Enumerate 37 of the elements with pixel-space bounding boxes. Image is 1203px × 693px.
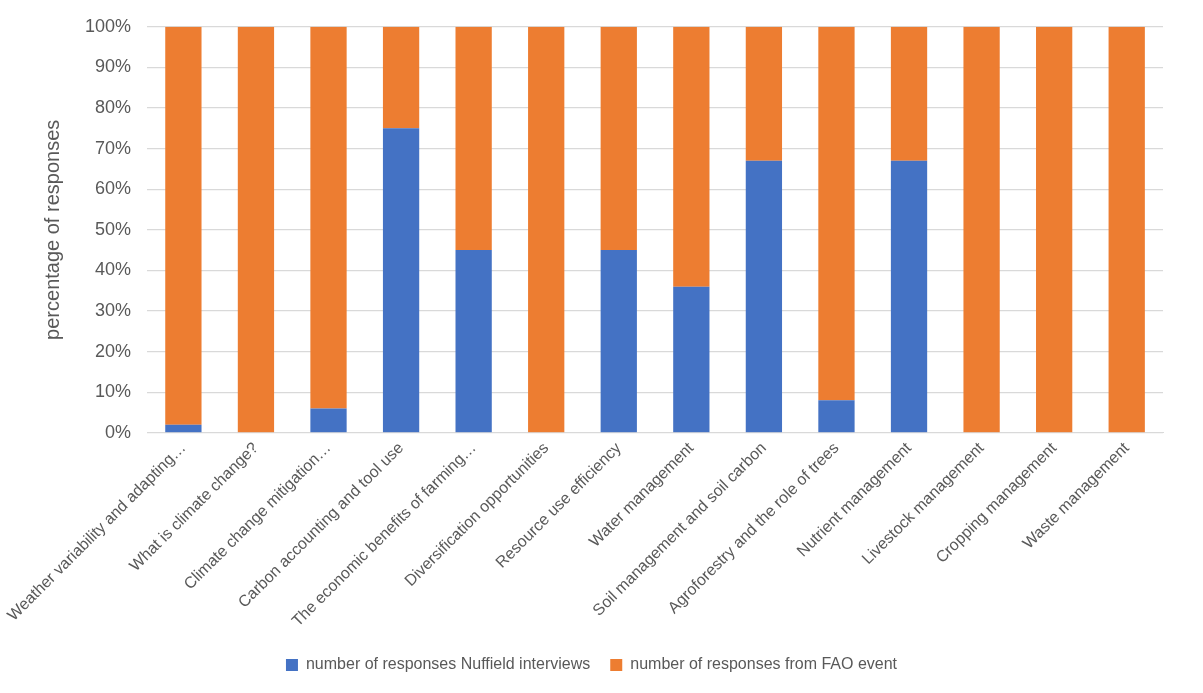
bar xyxy=(382,26,420,129)
y-tick-label: 20% xyxy=(95,340,132,361)
bar xyxy=(818,26,855,401)
bar xyxy=(745,26,783,161)
bar xyxy=(745,160,783,433)
bar xyxy=(1108,26,1145,433)
bar xyxy=(673,286,710,433)
y-tick-label: 60% xyxy=(95,178,132,199)
bar xyxy=(1036,26,1073,433)
bar xyxy=(890,160,928,433)
legend-label: number of responses Nuffield interviews xyxy=(305,655,591,673)
bar xyxy=(455,26,492,251)
bar xyxy=(890,26,928,161)
y-axis-title: percentage of responses xyxy=(40,119,63,340)
y-tick-label: 0% xyxy=(105,421,132,442)
bar xyxy=(528,26,565,433)
bar xyxy=(165,26,202,425)
bar xyxy=(818,400,855,433)
y-tick-label: 50% xyxy=(95,218,132,239)
legend-label: number of responses from FAO event xyxy=(630,655,898,673)
bar xyxy=(600,26,637,251)
bar xyxy=(455,250,492,433)
y-tick-label: 90% xyxy=(95,56,132,77)
bar xyxy=(600,250,637,433)
bar xyxy=(165,424,202,433)
bar xyxy=(310,408,347,433)
y-tick-label: 100% xyxy=(85,15,132,36)
y-tick-label: 80% xyxy=(95,96,132,117)
y-tick-label: 30% xyxy=(95,299,132,320)
bar xyxy=(673,26,710,287)
bar xyxy=(963,26,1000,433)
y-tick-label: 40% xyxy=(95,259,132,280)
y-tick-label: 10% xyxy=(95,381,132,402)
y-tick-label: 70% xyxy=(95,137,132,158)
bar xyxy=(237,26,275,433)
bar xyxy=(310,26,347,409)
bar xyxy=(382,128,420,433)
